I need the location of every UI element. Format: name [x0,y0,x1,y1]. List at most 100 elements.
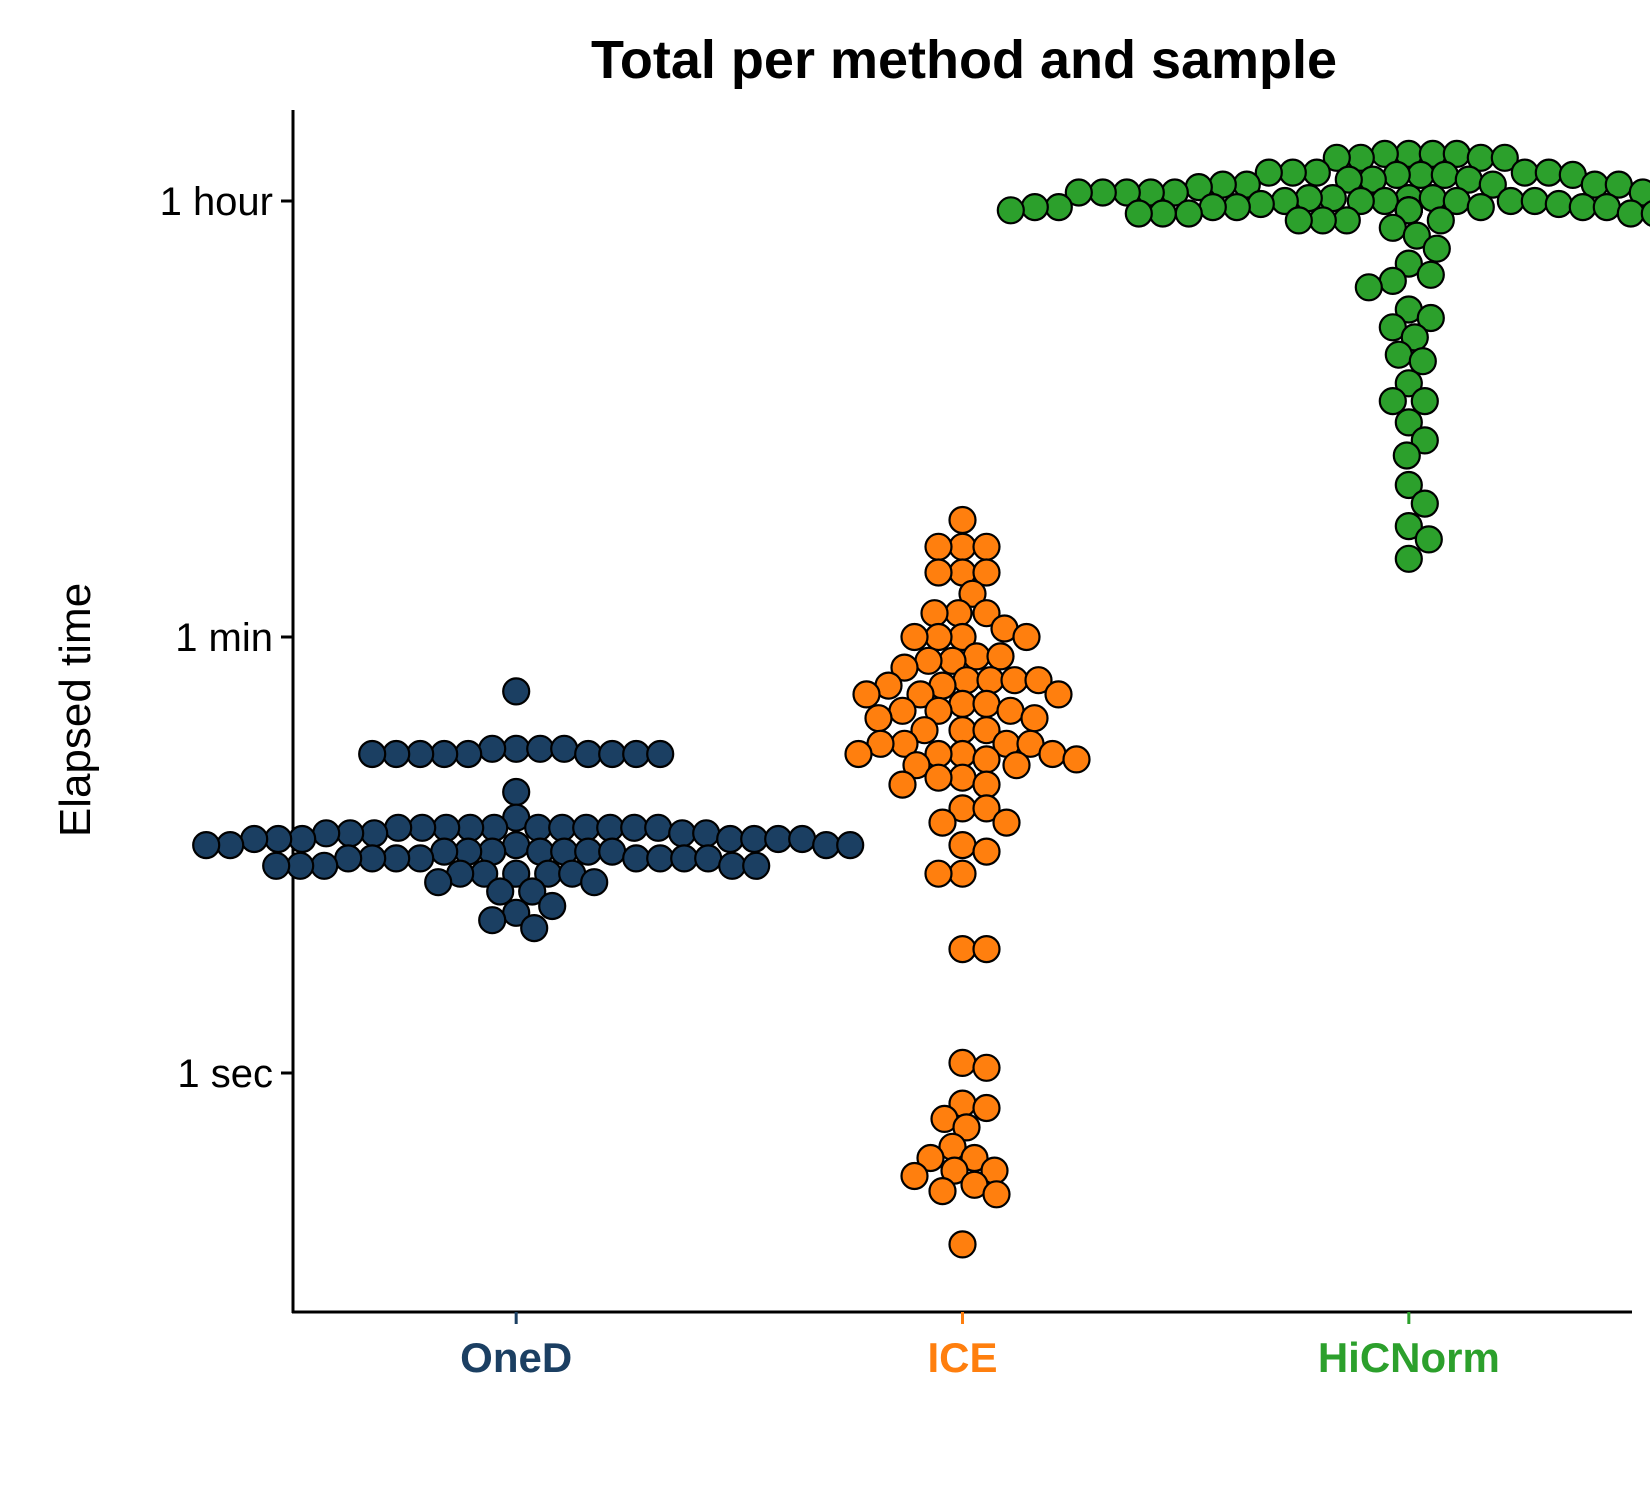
point-oned-25 [384,813,413,842]
point-ice-27 [906,680,935,709]
point-hicnorm-94 [1410,426,1439,455]
point-ice-55 [888,770,917,799]
point-hicnorm-80 [1394,249,1423,278]
point-hicnorm-76 [1284,206,1313,235]
point-oned-16 [524,813,553,842]
point-oned-48 [574,837,603,866]
point-ice-29 [852,680,881,709]
point-hicnorm-100 [1394,544,1423,573]
point-hicnorm-67 [1616,199,1645,228]
point-hicnorm-33 [1088,178,1117,207]
point-hicnorm-8 [1302,158,1331,187]
point-hicnorm-66 [1174,199,1203,228]
point-hicnorm-68 [1640,200,1650,227]
point-hicnorm-14 [1382,160,1411,189]
point-ice-14 [900,622,929,652]
point-ice-64 [948,934,977,964]
point-ice-2 [972,532,1001,561]
point-ice-38 [972,716,1001,745]
point-ice-46 [1038,739,1067,769]
point-oned-0 [502,677,531,706]
point-hicnorm-40 [1370,186,1399,216]
point-ice-6 [924,558,953,587]
point-oned-72 [486,877,515,906]
point-oned-52 [622,844,651,873]
point-oned-22 [596,813,625,842]
chart-title: Total per method and sample [591,30,1337,90]
point-hicnorm-88 [1384,340,1413,369]
point-oned-32 [716,824,745,854]
point-ice-17 [986,642,1015,671]
point-hicnorm-7 [1490,143,1519,172]
point-oned-50 [598,837,627,866]
point-oned-7 [406,739,435,769]
point-ice-66 [948,1048,977,1078]
point-ice-21 [952,666,981,695]
point-hicnorm-95 [1392,441,1421,470]
x-tick-label-0: OneD [460,1334,572,1381]
point-hicnorm-47 [1544,189,1573,219]
point-ice-8 [944,599,973,628]
point-oned-9 [622,739,651,769]
point-oned-1 [502,734,531,763]
point-hicnorm-6 [1322,143,1351,172]
point-ice-34 [888,696,917,725]
point-oned-51 [406,844,435,873]
point-oned-21 [432,813,461,842]
point-hicnorm-19 [1334,165,1363,194]
point-oned-17 [480,813,509,842]
point-ice-50 [902,751,931,780]
point-ice-65 [972,934,1001,964]
point-oned-58 [694,844,723,873]
point-ice-35 [1020,704,1049,733]
point-oned-3 [574,739,603,769]
point-hicnorm-35 [1064,178,1093,207]
point-oned-64 [502,859,531,888]
point-ice-31 [972,689,1001,719]
point-hicnorm-69 [1148,199,1177,228]
point-oned-70 [424,868,453,897]
point-hicnorm-12 [1254,158,1283,187]
point-oned-71 [518,877,547,906]
point-oned-61 [286,851,315,880]
point-oned-56 [670,844,699,873]
point-oned-76 [520,913,549,943]
point-ice-1 [948,532,977,561]
y-tick-label-2: 1 hour [160,180,273,224]
point-ice-5 [972,558,1001,587]
point-oned-29 [336,819,365,848]
point-ice-24 [1024,666,1053,695]
point-hicnorm-98 [1394,511,1423,541]
point-ice-67 [972,1053,1001,1082]
point-ice-52 [948,763,977,792]
point-hicnorm-79 [1422,234,1451,263]
point-ice-10 [920,599,949,628]
point-hicnorm-15 [1430,160,1459,189]
x-ticks: OneD ICE HiCNorm [460,1312,1500,1381]
point-ice-39 [910,716,939,745]
point-ice-33 [996,696,1025,725]
y-axis-label: Elapsed time [51,583,100,837]
point-oned-73 [538,891,567,921]
point-hicnorm-91 [1410,387,1439,416]
point-ice-32 [924,696,953,725]
point-hicnorm-81 [1416,260,1445,289]
point-hicnorm-53 [1592,193,1621,222]
point-oned-55 [358,844,387,873]
point-ice-75 [940,1156,969,1185]
point-oned-27 [360,819,389,848]
point-hicnorm-43 [1496,186,1525,216]
point-oned-20 [572,813,601,842]
point-ice-69 [972,1093,1001,1123]
point-hicnorm-52 [1198,193,1227,222]
point-ice-77 [900,1161,929,1191]
y-ticks: 1 sec 1 min 1 hour [160,180,293,1096]
point-oned-12 [646,739,675,769]
point-oned-28 [668,819,697,848]
point-oned-4 [430,739,459,769]
point-oned-49 [430,837,459,866]
point-ice-47 [844,739,873,769]
point-hicnorm-71 [1124,199,1153,228]
point-ice-16 [962,642,991,671]
point-oned-13 [358,739,387,769]
